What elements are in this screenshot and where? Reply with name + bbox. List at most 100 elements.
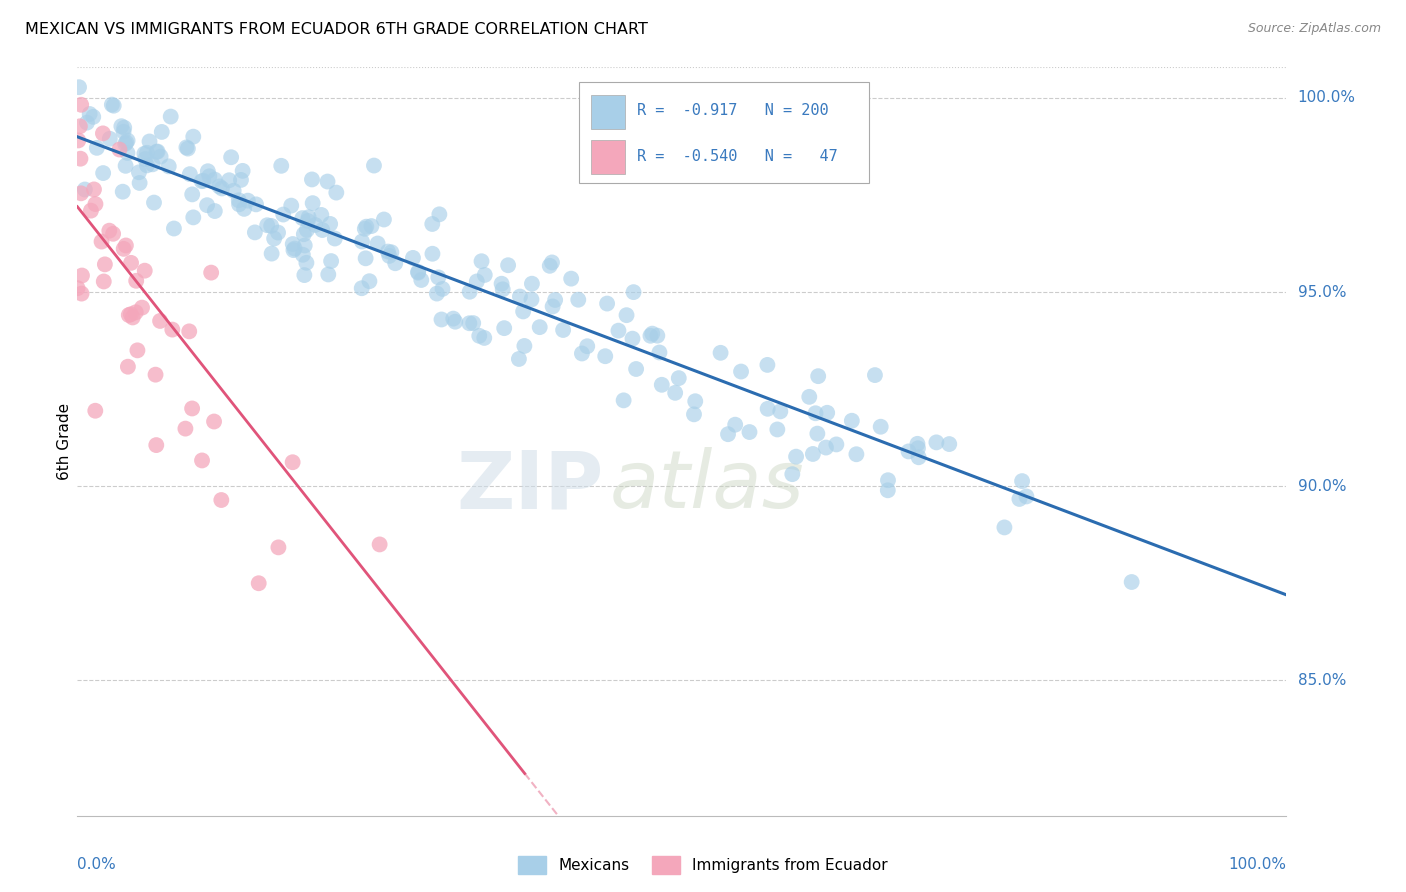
Point [596, 296, 619, 310]
Text: 95.0%: 95.0% [1298, 285, 1346, 300]
Point [111, 185, 134, 199]
Point [159, 110, 181, 124]
Point [117, 359, 139, 374]
Point [304, 218, 326, 232]
Point [607, 324, 630, 338]
Point [624, 362, 647, 376]
Point [496, 258, 519, 272]
Point [219, 150, 242, 164]
Point [270, 159, 292, 173]
Point [441, 311, 464, 326]
Text: 100.0%: 100.0% [1229, 857, 1286, 872]
Point [444, 315, 467, 329]
Point [1015, 490, 1038, 504]
Point [141, 157, 163, 171]
Point [108, 143, 131, 157]
Point [120, 256, 142, 270]
Point [149, 149, 172, 163]
Legend: Mexicans, Immigrants from Ecuador: Mexicans, Immigrants from Ecuador [512, 850, 894, 880]
Point [103, 98, 125, 112]
Point [256, 219, 278, 233]
Y-axis label: 6th Grade: 6th Grade [56, 403, 72, 480]
Point [360, 219, 382, 233]
Point [128, 176, 150, 190]
Point [411, 273, 433, 287]
Point [756, 358, 779, 372]
Point [120, 307, 142, 321]
Point [191, 453, 214, 467]
Point [541, 300, 564, 314]
Point [260, 246, 283, 260]
Point [136, 145, 159, 160]
Point [845, 447, 868, 461]
Point [117, 134, 139, 148]
Point [232, 164, 254, 178]
Point [468, 328, 491, 343]
Point [640, 328, 662, 343]
Point [668, 371, 690, 385]
Point [321, 254, 343, 268]
Point [179, 324, 201, 338]
Point [907, 437, 929, 451]
Point [538, 259, 561, 273]
Point [993, 520, 1015, 534]
Point [176, 140, 198, 154]
Point [512, 304, 534, 318]
Point [229, 173, 252, 187]
Point [907, 442, 929, 456]
Point [876, 483, 898, 498]
Point [814, 441, 837, 455]
Point [281, 237, 304, 252]
FancyBboxPatch shape [579, 82, 869, 183]
Point [799, 390, 821, 404]
Point [73, 182, 96, 196]
Point [69, 152, 91, 166]
Point [91, 166, 114, 180]
Point [311, 208, 333, 222]
Point [86, 141, 108, 155]
Point [380, 245, 402, 260]
Point [311, 223, 333, 237]
Point [115, 238, 138, 252]
Point [377, 244, 399, 259]
Point [432, 282, 454, 296]
Text: 100.0%: 100.0% [1298, 90, 1355, 105]
Point [494, 321, 516, 335]
Point [131, 301, 153, 315]
Point [529, 320, 551, 334]
Point [297, 211, 319, 225]
Point [204, 204, 226, 219]
Point [134, 152, 156, 166]
Text: 0.0%: 0.0% [77, 857, 117, 872]
Point [200, 266, 222, 280]
Point [925, 435, 948, 450]
Point [222, 184, 245, 198]
Point [576, 339, 599, 353]
Point [769, 404, 792, 418]
Point [907, 450, 929, 465]
Point [363, 159, 385, 173]
Point [134, 146, 156, 161]
Point [785, 450, 807, 464]
Point [717, 427, 740, 442]
Point [93, 275, 115, 289]
Point [430, 312, 453, 326]
Point [112, 120, 135, 135]
Point [782, 467, 804, 482]
Text: atlas: atlas [609, 448, 804, 525]
Point [316, 268, 339, 282]
Point [70, 97, 93, 112]
Point [621, 332, 644, 346]
Point [520, 293, 543, 307]
Point [869, 419, 891, 434]
Point [373, 212, 395, 227]
Point [325, 186, 347, 200]
Point [211, 181, 233, 195]
Point [125, 305, 148, 319]
Point [90, 235, 112, 249]
Point [136, 158, 159, 172]
Text: 90.0%: 90.0% [1298, 479, 1346, 493]
Point [863, 368, 886, 383]
Point [367, 236, 389, 251]
Point [204, 172, 226, 186]
